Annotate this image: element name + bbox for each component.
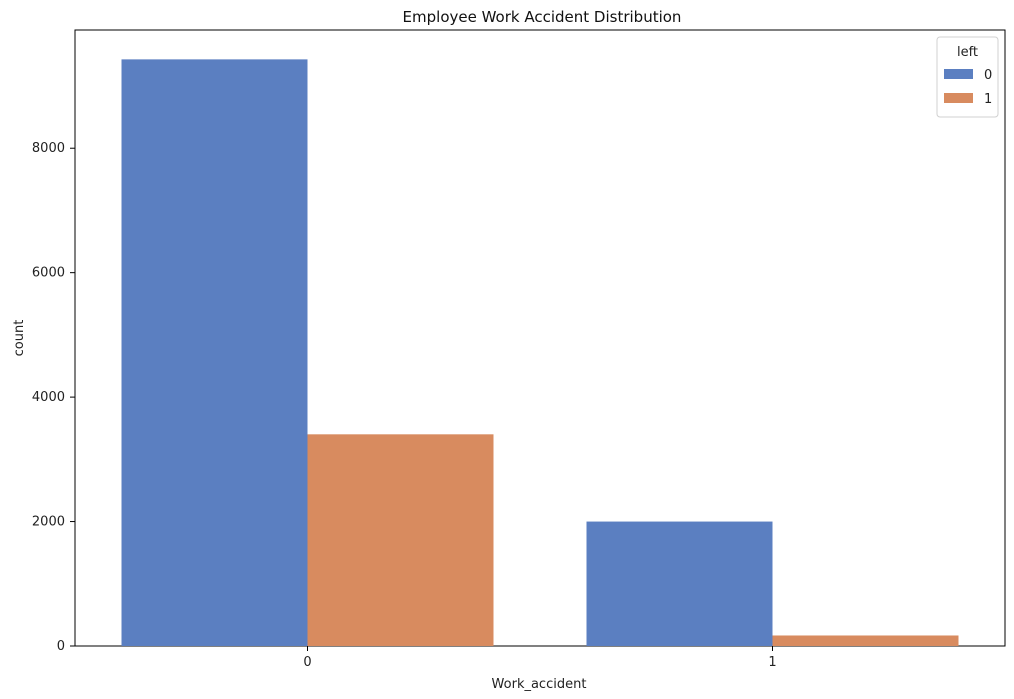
x-tick-label-1: 1 [768,655,776,670]
bar-0-left-0 [121,59,308,646]
x-tick-label-0: 0 [303,655,311,670]
y-axis-label: count [12,320,27,357]
plot-area: 0 1 0 2000 4000 6000 8000 [32,29,1006,670]
bar-1-left-1 [772,635,959,646]
y-tick-label-2000: 2000 [32,515,65,530]
legend-label-0: 0 [984,68,992,83]
x-axis-label: Work_accident [492,677,587,692]
bar-1-left-0 [586,521,773,646]
legend-title: left [957,45,978,60]
y-tick-label-6000: 6000 [32,266,65,281]
legend-swatch-0 [944,69,973,79]
chart-title: Employee Work Accident Distribution [403,8,682,26]
legend: left 0 1 [936,36,999,118]
bar-0-left-1 [307,434,494,646]
legend-swatch-1 [944,93,973,103]
y-tick-label-4000: 4000 [32,390,65,405]
y-tick-label-0: 0 [57,639,65,654]
legend-label-1: 1 [984,92,992,107]
y-tick-label-8000: 8000 [32,141,65,156]
